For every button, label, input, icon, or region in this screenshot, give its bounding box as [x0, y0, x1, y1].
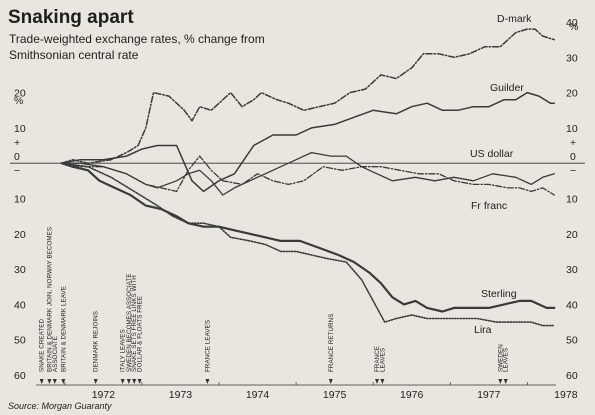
event-label: DOLLAR & FLOATS FREE	[137, 296, 144, 372]
right-unit-label: %	[569, 21, 578, 33]
series-line-fr-franc	[61, 151, 555, 196]
right-tick-label: 50	[566, 335, 578, 347]
chart-subtitle-line-1: Trade-weighted exchange rates, % change …	[9, 32, 265, 46]
event-arrow	[93, 379, 98, 384]
series-label-d-mark: D-mark	[497, 13, 532, 25]
right-zero-marker: 0	[570, 151, 576, 163]
left-zero-marker: 0	[14, 151, 20, 163]
series-line-us-dollar	[61, 155, 555, 196]
event-label: SWEDEN	[497, 344, 504, 372]
series-label-us-dollar: US dollar	[470, 148, 514, 160]
series-layer	[60, 28, 556, 327]
event-label: FRANCE LEAVES	[204, 320, 211, 372]
left-unit-label: %	[14, 95, 23, 107]
x-tick-label: 1977	[477, 389, 501, 401]
event-arrow	[52, 379, 57, 384]
right-tick-label: 40	[566, 17, 578, 29]
chart-subtitle-line-2: Smithsonian central rate	[9, 48, 139, 62]
event-label: BRITAIN & DENMARK LEAVE	[60, 286, 67, 372]
event-layer: SNAKE CREATED BRITAIN & DENMARK JOIN, NOR…	[39, 227, 510, 384]
event-label: LEAVES	[379, 348, 386, 372]
series-label-sterling: Sterling	[481, 288, 517, 300]
series-label-guilder: Guilder	[490, 82, 524, 94]
event-label: LEAVES	[503, 348, 510, 372]
event-label: FRANCE	[374, 346, 381, 372]
event-label: FRANCE RETURNS	[328, 314, 335, 372]
label-layer: D-mark Guilder US dollar Fr franc Sterling Li…	[470, 13, 532, 336]
event-arrow	[503, 379, 508, 384]
event-label: BRITAIN & DENMARK JOIN, NORWAY BECOMES	[46, 227, 53, 372]
series-line-lira	[60, 162, 556, 327]
event-arrow	[375, 379, 380, 384]
event-arrow	[137, 379, 142, 384]
series-label-lira: Lira	[474, 324, 492, 336]
left-tick-label: 50	[14, 335, 26, 347]
event-arrow	[205, 379, 210, 384]
event-label: SWEDEN BECOMES ASSOCIATE	[126, 273, 133, 372]
right-tick-label: 30	[566, 52, 578, 64]
right-plus-marker: +	[570, 137, 576, 149]
right-tick-label: 30	[566, 264, 578, 276]
chart-title: Snaking apart	[8, 7, 134, 28]
event-label: ASSOCIATE	[52, 336, 59, 372]
left-tick-label: 60	[14, 370, 26, 382]
right-tick-label: 10	[566, 123, 578, 135]
right-tick-label: 20	[566, 229, 578, 241]
x-tick-label: 1972	[92, 389, 116, 401]
series-line-sterling	[60, 162, 556, 313]
right-tick-label: 40	[566, 299, 578, 311]
left-tick-label: 20	[14, 88, 26, 100]
source-note: Source: Morgan Guaranty	[8, 401, 112, 411]
event-arrow	[498, 379, 503, 384]
event-arrow	[380, 379, 385, 384]
right-tick-label: 20	[566, 88, 578, 100]
event-arrow	[126, 379, 131, 384]
x-tick-label: 1978	[554, 389, 578, 401]
event-arrow	[39, 379, 44, 384]
left-tick-label: 20	[14, 229, 26, 241]
x-tick-label: 1976	[400, 389, 424, 401]
left-tick-label: 10	[14, 194, 26, 206]
event-label: SNAKE CREATED	[39, 318, 46, 372]
right-tick-label: 60	[566, 370, 578, 382]
event-label: ITALY LEAVES	[120, 329, 127, 372]
left-minus-marker: −	[14, 165, 20, 177]
left-plus-marker: +	[14, 137, 20, 149]
grid-layer: 20 10 10 20 30 40 50 60 40 30 20 10 10 20 30 40 50 60 1972…	[10, 17, 585, 401]
series-label-fr-franc: Fr franc	[471, 200, 507, 212]
event-arrow	[61, 379, 66, 384]
series-line-d-mark	[60, 28, 556, 164]
left-tick-label: 10	[14, 123, 26, 135]
left-tick-label: 40	[14, 299, 26, 311]
event-arrow	[328, 379, 333, 384]
right-tick-label: 10	[566, 194, 578, 206]
event-arrow	[132, 379, 137, 384]
right-minus-marker: −	[570, 165, 576, 177]
x-tick-label: 1975	[323, 389, 347, 401]
event-arrow	[47, 379, 52, 384]
left-tick-label: 30	[14, 264, 26, 276]
x-tick-label: 1974	[246, 389, 270, 401]
event-label: SNAKE SETS FREE LINKS WITH	[131, 275, 138, 372]
series-line-guilder	[60, 91, 556, 193]
event-label: DENMARK REJOINS	[93, 311, 100, 372]
x-tick-label: 1973	[169, 389, 193, 401]
event-arrow	[120, 379, 125, 384]
